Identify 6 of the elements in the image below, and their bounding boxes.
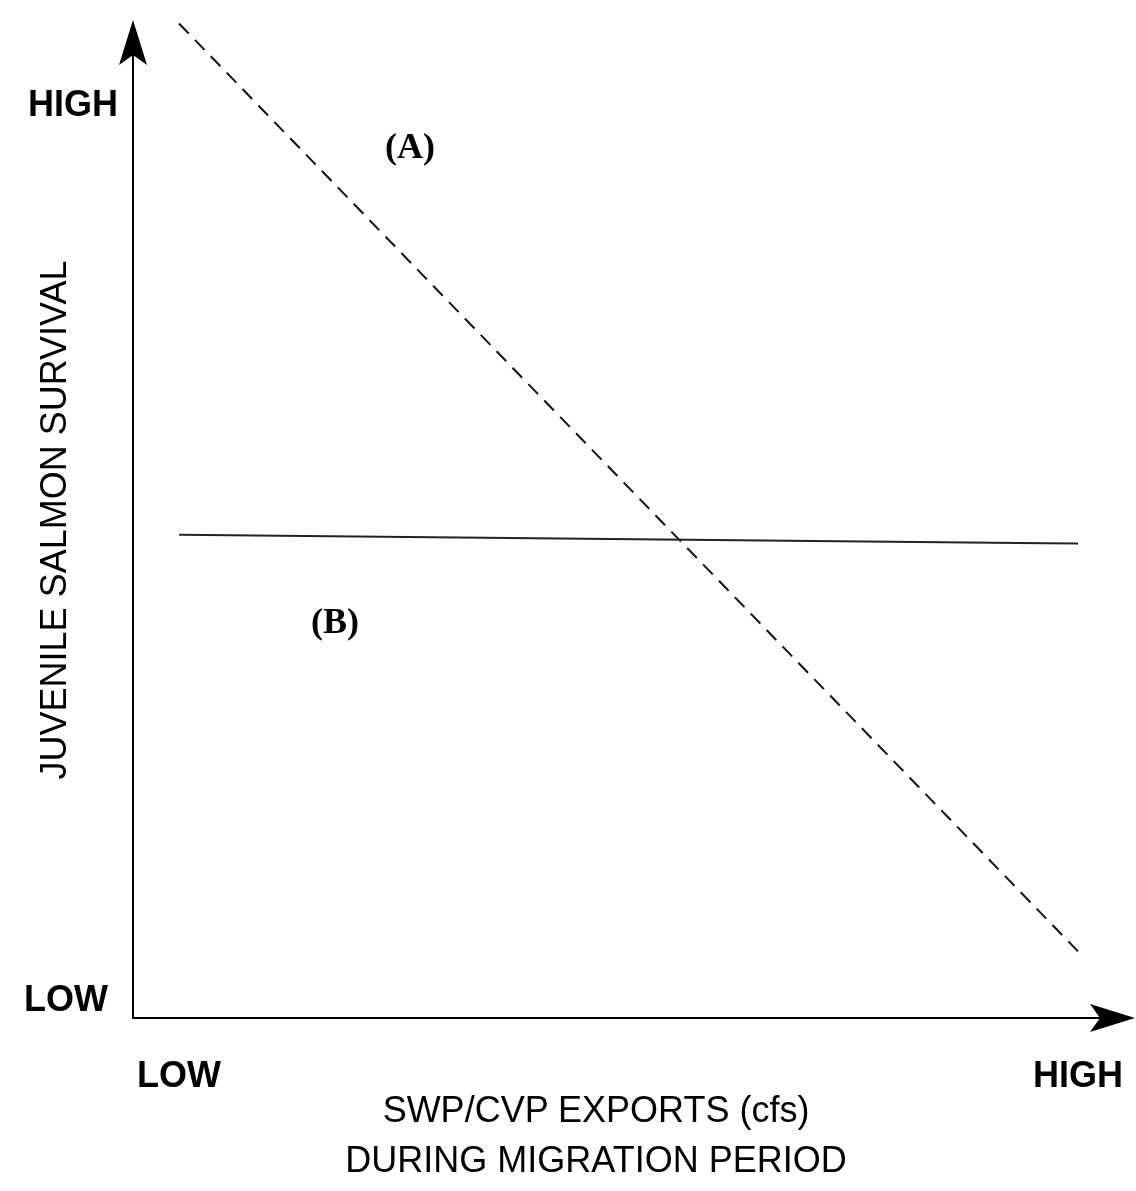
y-axis-title: JUVENILE SALMON SURVIVAL: [33, 260, 74, 780]
annotation: LOW: [24, 977, 109, 1019]
annotation: (B): [311, 600, 359, 641]
annotation: HIGH: [28, 82, 118, 124]
annotation: (A): [385, 125, 435, 166]
x-axis-title: SWP/CVP EXPORTS (cfs) DURING MIGRATION PERIOD: [345, 1089, 847, 1180]
